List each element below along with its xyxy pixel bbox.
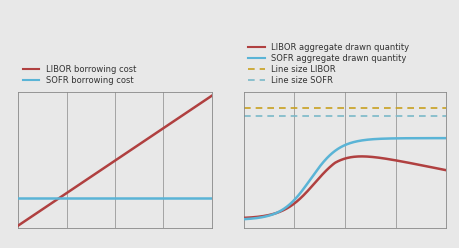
Legend: LIBOR aggregate drawn quantity, SOFR aggregate drawn quantity, Line size LIBOR, : LIBOR aggregate drawn quantity, SOFR agg… [247,43,409,85]
Legend: LIBOR borrowing cost, SOFR borrowing cost: LIBOR borrowing cost, SOFR borrowing cos… [22,65,136,85]
